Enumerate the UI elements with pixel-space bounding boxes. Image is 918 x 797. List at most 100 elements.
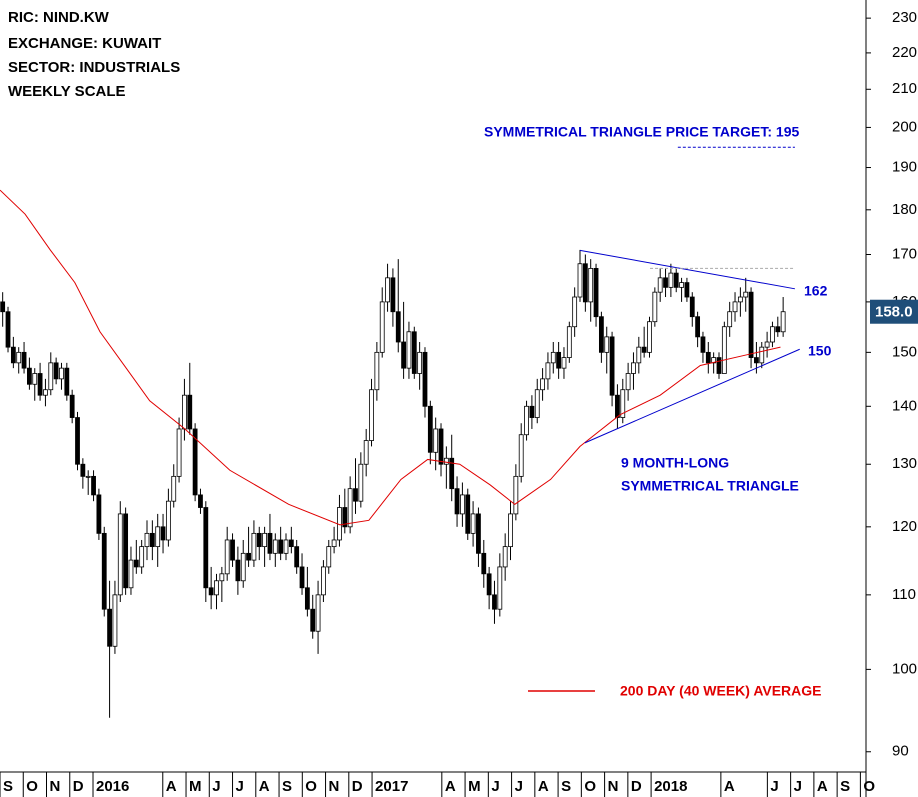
candle-body	[460, 494, 465, 515]
candle-body	[219, 573, 225, 582]
candle-body	[422, 351, 428, 407]
x-tick-label: J	[212, 778, 220, 795]
candle-body	[641, 346, 647, 353]
x-tick-label: A	[445, 778, 456, 795]
candle-body	[593, 268, 599, 318]
target-annotation: SYMMETRICAL TRIANGLE PRICE TARGET: 195	[484, 124, 800, 140]
y-tick-label: 90	[892, 743, 909, 760]
x-tick-label: O	[584, 778, 596, 795]
trendline	[584, 348, 800, 444]
x-tick-label: N	[329, 778, 340, 795]
candle-body	[235, 559, 241, 582]
candle-body	[21, 351, 27, 369]
candle-body	[379, 301, 385, 353]
info-line: SECTOR: INDUSTRIALS	[8, 59, 180, 76]
x-tick-label: A	[817, 778, 828, 795]
x-tick-label: S	[840, 778, 850, 795]
x-tick-label: J	[770, 778, 778, 795]
candle-body	[572, 296, 578, 328]
x-tick-label: 2017	[375, 778, 408, 795]
candle-body	[165, 500, 171, 541]
y-tick-label: 190	[892, 158, 917, 175]
candle-body	[69, 394, 75, 418]
candle-body	[759, 346, 765, 364]
y-tick-label: 130	[892, 455, 917, 472]
y-tick-label: 200	[892, 118, 917, 135]
candle-body	[363, 440, 369, 465]
candle-body	[476, 513, 481, 554]
candle-body	[417, 351, 423, 374]
x-tick-label: M	[468, 778, 481, 795]
x-tick-label: N	[608, 778, 619, 795]
candle-body	[513, 475, 519, 515]
candle-body	[657, 277, 663, 293]
candle-body	[668, 272, 674, 288]
candle-body	[331, 539, 337, 548]
x-tick-label: J	[491, 778, 499, 795]
candle-body	[465, 494, 471, 534]
x-tick-label: J	[236, 778, 244, 795]
candle-body	[91, 475, 96, 496]
last-price-box	[870, 299, 918, 324]
y-tick-label: 120	[892, 518, 917, 535]
candle-body	[246, 552, 251, 561]
candle-body	[561, 357, 567, 369]
candle-body	[390, 277, 396, 313]
candle-body	[240, 552, 246, 582]
candle-body	[508, 513, 513, 548]
candle-body	[5, 311, 11, 348]
candle-body	[101, 532, 107, 610]
candle-body	[780, 311, 786, 333]
candle-body	[663, 277, 668, 288]
candle-body	[625, 373, 631, 391]
x-tick-label: A	[724, 778, 735, 795]
candle-body	[438, 428, 444, 465]
candle-body	[550, 351, 556, 364]
candle-body	[224, 539, 230, 575]
candle-body	[315, 594, 321, 632]
candle-body	[187, 394, 193, 430]
candle-body	[283, 539, 289, 554]
candle-body	[737, 296, 743, 303]
candle-body	[262, 532, 268, 548]
candle-body	[310, 608, 316, 632]
candle-body	[540, 378, 545, 391]
candle-body	[427, 405, 433, 453]
x-tick-label: 2018	[654, 778, 687, 795]
candle-body	[695, 316, 701, 338]
candle-body	[588, 268, 594, 303]
x-tick-label: O	[863, 778, 875, 795]
candle-body	[299, 566, 305, 589]
candle-body	[43, 389, 48, 396]
candle-body	[700, 336, 706, 353]
candle-body	[294, 546, 300, 568]
candle-body	[192, 428, 198, 496]
candle-body	[27, 367, 32, 385]
candle-body	[497, 566, 503, 610]
legend-label: 200 DAY (40 WEEK) AVERAGE	[620, 683, 822, 699]
pattern-annotation: SYMMETRICAL TRIANGLE	[621, 478, 799, 494]
candle-body	[609, 336, 615, 396]
candle-body	[401, 341, 406, 369]
x-tick-label: A	[166, 778, 177, 795]
candle-body	[133, 559, 139, 568]
candle-body	[449, 457, 455, 490]
candle-body	[486, 573, 492, 596]
candle-body	[85, 475, 91, 478]
candle-body	[470, 513, 476, 534]
upper-label: 162	[804, 283, 828, 299]
candle-body	[556, 351, 562, 369]
candle-body	[112, 594, 118, 647]
x-tick-label: M	[189, 778, 202, 795]
x-tick-label: S	[561, 778, 571, 795]
x-tick-label: A	[538, 778, 549, 795]
candle-body	[96, 494, 102, 534]
candle-body	[182, 394, 187, 430]
candle-body	[208, 587, 214, 596]
x-tick-label: J	[515, 778, 523, 795]
candle-body	[534, 389, 540, 418]
candle-body	[604, 336, 610, 353]
y-tick-label: 180	[892, 201, 917, 218]
